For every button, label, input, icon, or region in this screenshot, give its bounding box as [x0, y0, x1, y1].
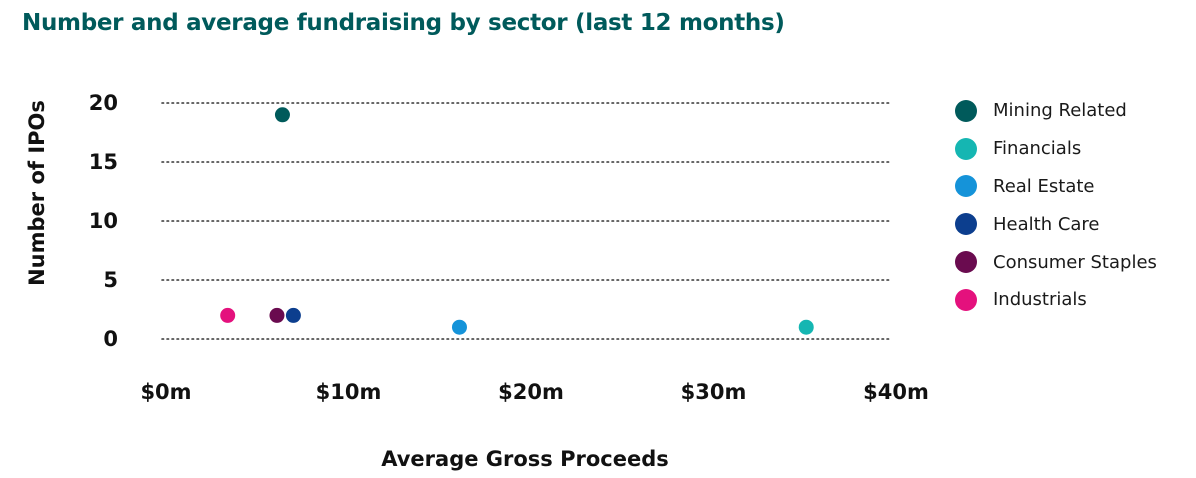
legend-swatch [955, 137, 977, 160]
data-points [220, 107, 814, 335]
x-tick-label: $10m [316, 380, 382, 404]
data-point-financials [798, 319, 814, 335]
legend-label: Mining Related [993, 100, 1127, 122]
data-point-real-estate [451, 319, 467, 335]
legend-label: Industrials [993, 289, 1087, 311]
y-tick-label: 5 [103, 268, 118, 292]
legend-item: Real Estate [955, 168, 1191, 206]
x-tick-label: $0m [140, 380, 191, 404]
x-axis-label: Average Gross Proceeds [381, 447, 669, 471]
data-point-health-care [285, 307, 301, 323]
y-axis-label: Number of IPOs [25, 100, 49, 286]
legend-label: Consumer Staples [993, 251, 1157, 273]
legend-swatch [955, 288, 977, 311]
legend-swatch [955, 99, 977, 122]
legend-item: Mining Related [955, 92, 1191, 130]
legend-item: Health Care [955, 205, 1191, 243]
y-tick-label: 20 [89, 91, 118, 115]
legend-item: Consumer Staples [955, 243, 1191, 281]
legend: Mining Related Financials Real Estate Healt… [955, 92, 1191, 319]
x-tick-label: $40m [863, 380, 929, 404]
legend-swatch [955, 213, 977, 236]
legend-swatch [955, 175, 977, 198]
chart-title: Number and average fundraising by sector… [22, 10, 785, 36]
y-axis-ticks: 0 5 10 15 20 [89, 91, 118, 351]
legend-swatch [955, 251, 977, 274]
x-axis-ticks: $0m $10m $20m $30m $40m [140, 380, 928, 404]
legend-item: Industrials [955, 281, 1191, 319]
legend-item: Financials [955, 130, 1191, 168]
y-tick-label: 15 [89, 150, 118, 174]
x-tick-label: $30m [681, 380, 747, 404]
gridlines [161, 102, 893, 340]
legend-label: Real Estate [993, 175, 1095, 197]
legend-label: Financials [993, 138, 1082, 160]
data-point-mining-related [274, 107, 290, 123]
data-point-consumer-staples [269, 307, 285, 323]
y-tick-label: 10 [89, 209, 118, 233]
y-tick-label: 0 [103, 327, 118, 351]
x-tick-label: $20m [498, 380, 564, 404]
legend-label: Health Care [993, 213, 1100, 235]
data-point-industrials [220, 307, 236, 323]
